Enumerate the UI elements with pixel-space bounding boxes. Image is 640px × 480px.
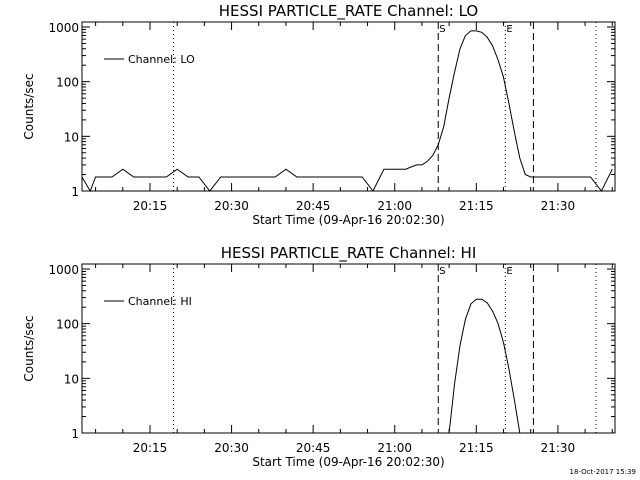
- x-tick-label: 21:15: [459, 199, 494, 213]
- footer-timestamp: 18-Oct-2017 15:39: [570, 468, 636, 476]
- series-line: [448, 298, 521, 434]
- plot-frame: [81, 263, 616, 434]
- event-marker-label: S: [439, 266, 445, 277]
- legend-label: Channel: LO: [128, 53, 195, 66]
- event-marker-label: S: [439, 24, 445, 35]
- x-axis-label: Start Time (09-Apr-16 20:02:30): [252, 213, 444, 227]
- chart-title: HESSI PARTICLE_RATE Channel: LO: [219, 2, 478, 21]
- chart-title: HESSI PARTICLE_RATE Channel: HI: [221, 244, 477, 263]
- x-tick-label: 20:45: [296, 199, 331, 213]
- y-tick-label: 1000: [48, 263, 79, 277]
- x-tick-label: 20:30: [214, 199, 249, 213]
- plot-frame: [81, 21, 616, 192]
- y-tick-label: 100: [56, 318, 79, 332]
- y-tick-label: 1000: [48, 21, 79, 35]
- x-tick-label: 21:30: [541, 199, 576, 213]
- y-axis-label: Counts/sec: [22, 73, 36, 139]
- y-tick-label: 100: [56, 76, 79, 90]
- x-tick-label: 20:30: [214, 441, 249, 455]
- event-marker-label: E: [506, 266, 512, 277]
- x-tick-label: 21:00: [377, 199, 412, 213]
- y-tick-label: 10: [64, 372, 79, 386]
- x-tick-label: 21:30: [541, 441, 576, 455]
- series-line: [81, 30, 613, 193]
- legend-label: Channel: HI: [128, 295, 192, 308]
- x-tick-label: 20:15: [133, 441, 168, 455]
- y-tick-label: 1: [71, 185, 79, 199]
- event-marker-label: E: [506, 24, 512, 35]
- x-tick-label: 21:15: [459, 441, 494, 455]
- panel-1: HESSI PARTICLE_RATE Channel: HI 1 10 100 100…: [22, 244, 616, 469]
- y-axis-label: Counts/sec: [22, 315, 36, 381]
- x-tick-label: 20:45: [296, 441, 331, 455]
- x-tick-label: 21:00: [377, 441, 412, 455]
- x-tick-label: 20:15: [133, 199, 168, 213]
- x-axis-label: Start Time (09-Apr-16 20:02:30): [252, 455, 444, 469]
- y-tick-label: 1: [71, 427, 79, 441]
- y-tick-label: 10: [64, 130, 79, 144]
- panel-0: HESSI PARTICLE_RATE Channel: LO 1 10 100 100…: [22, 2, 616, 227]
